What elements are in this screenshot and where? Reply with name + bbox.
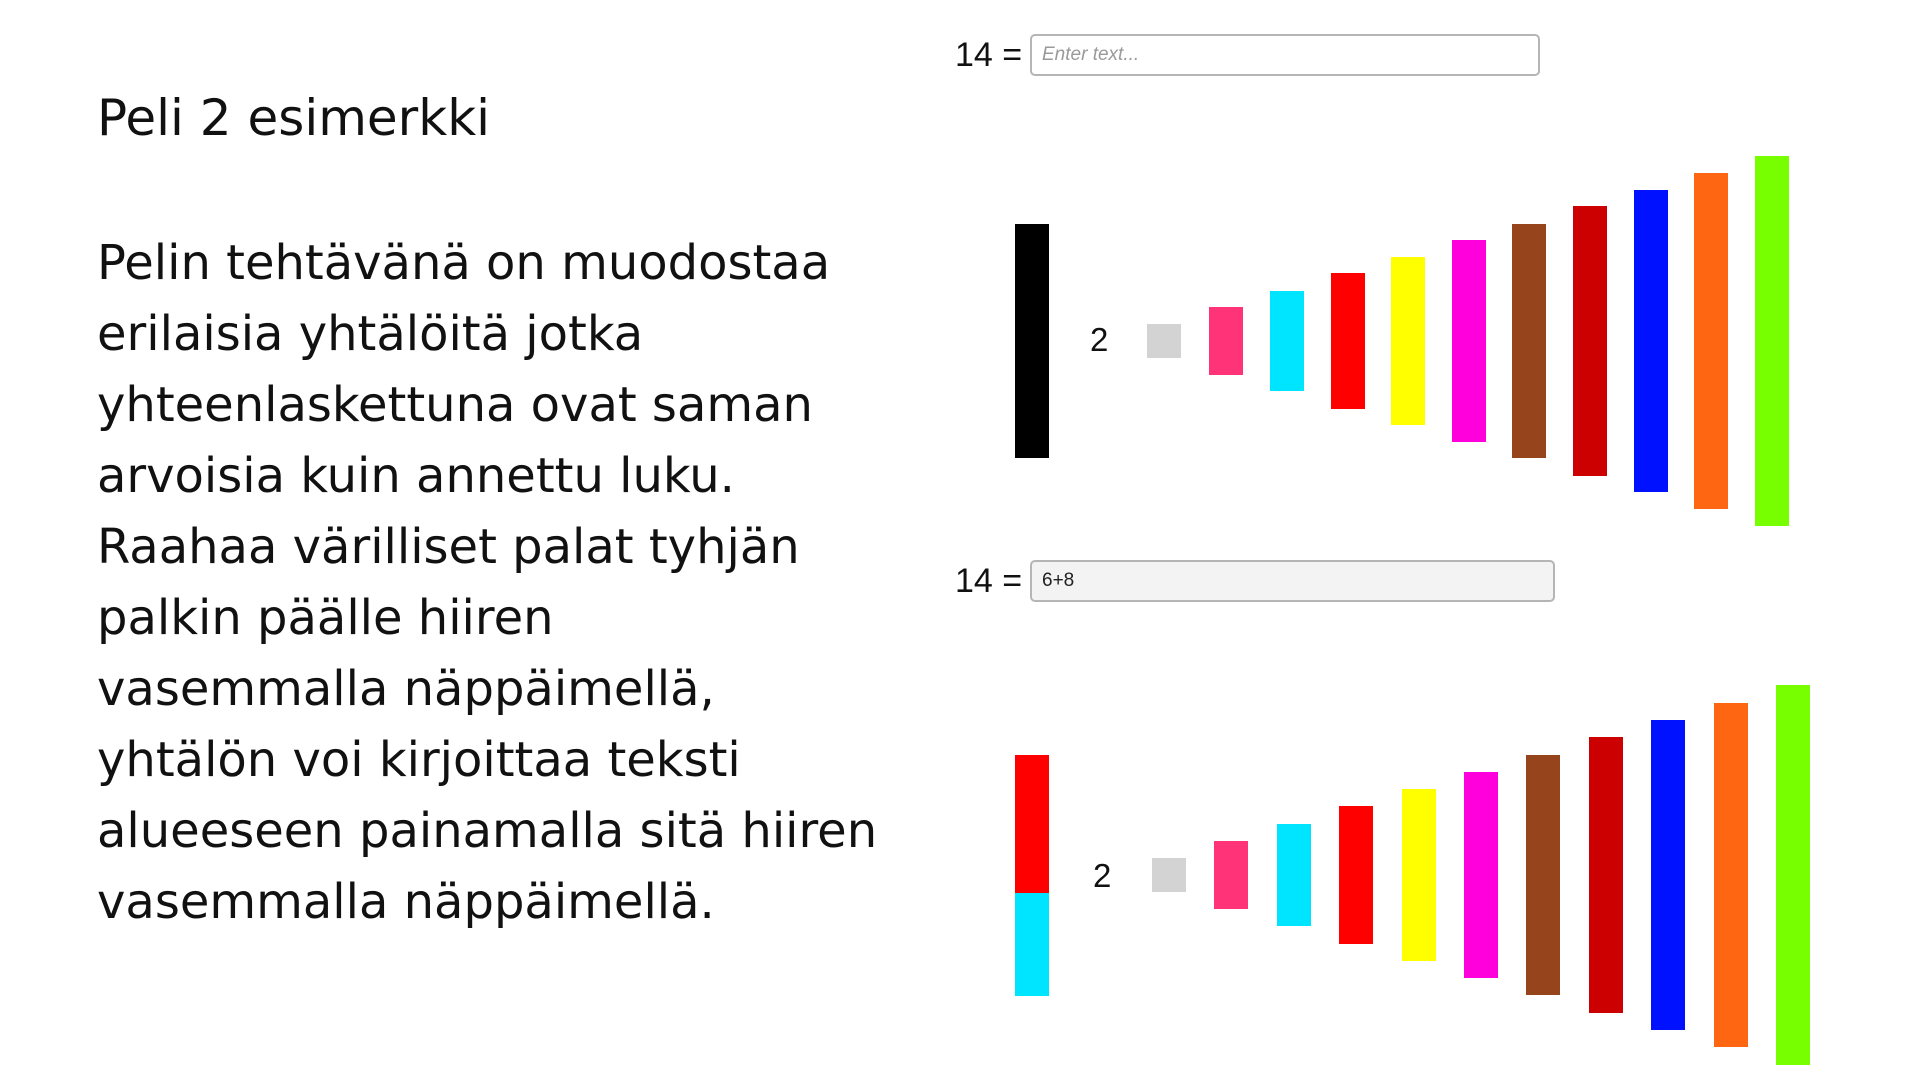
rod-brown[interactable] [1512, 224, 1546, 458]
rod-blue[interactable] [1651, 720, 1685, 1030]
instructions-text: Pelin tehtävänä on muodostaa erilaisia y… [97, 228, 897, 938]
instructions-line: yhtälön voi kirjoittaa teksti [97, 732, 741, 788]
rod-dark-red[interactable] [1589, 737, 1623, 1013]
rod-lime[interactable] [1776, 685, 1810, 1065]
rod-magenta[interactable] [1464, 772, 1498, 978]
rod-red[interactable] [1339, 806, 1373, 944]
target-rod[interactable] [1015, 224, 1049, 458]
rod-magenta[interactable] [1452, 240, 1486, 442]
unit-label: 2 [1090, 321, 1109, 358]
instructions-line: alueeseen painamalla sitä hiiren [97, 803, 878, 859]
instructions-line: palkin päälle hiiren [97, 590, 554, 646]
equation-label: 14 = [955, 562, 1023, 600]
target-rod-segment[interactable] [1015, 755, 1049, 893]
rod-yellow[interactable] [1391, 257, 1425, 425]
rod-cyan[interactable] [1277, 824, 1311, 926]
rod-dark-red[interactable] [1573, 206, 1607, 476]
equation-text-input[interactable] [1030, 560, 1555, 602]
equation-text-input[interactable] [1030, 34, 1540, 76]
rod-orange[interactable] [1714, 703, 1748, 1047]
slide-title: Peli 2 esimerkki [97, 89, 491, 147]
target-rod-segment[interactable] [1015, 893, 1049, 996]
instructions-line: yhteenlaskettuna ovat saman [97, 377, 813, 433]
instructions-line: vasemmalla näppäimellä, [97, 661, 715, 717]
instructions-line: Pelin tehtävänä on muodostaa [97, 235, 831, 291]
equation-label: 14 = [955, 36, 1023, 74]
unit-label: 2 [1093, 857, 1112, 894]
rod-yellow[interactable] [1402, 789, 1436, 961]
rod-blue[interactable] [1634, 190, 1668, 492]
rod-light-gray[interactable] [1147, 324, 1181, 358]
rod-cyan[interactable] [1270, 291, 1304, 391]
instructions-line: vasemmalla näppäimellä. [97, 874, 715, 930]
rod-pink[interactable] [1209, 307, 1243, 375]
rod-brown[interactable] [1526, 755, 1560, 995]
rod-lime[interactable] [1755, 156, 1789, 526]
rod-orange[interactable] [1694, 173, 1728, 509]
rod-pink[interactable] [1214, 841, 1248, 909]
instructions-line: arvoisia kuin annettu luku. [97, 448, 735, 504]
instructions-line: erilaisia yhtälöitä jotka [97, 306, 644, 362]
rod-light-gray[interactable] [1152, 858, 1186, 892]
rod-red[interactable] [1331, 273, 1365, 409]
instructions-line: Raahaa värilliset palat tyhjän [97, 519, 800, 575]
